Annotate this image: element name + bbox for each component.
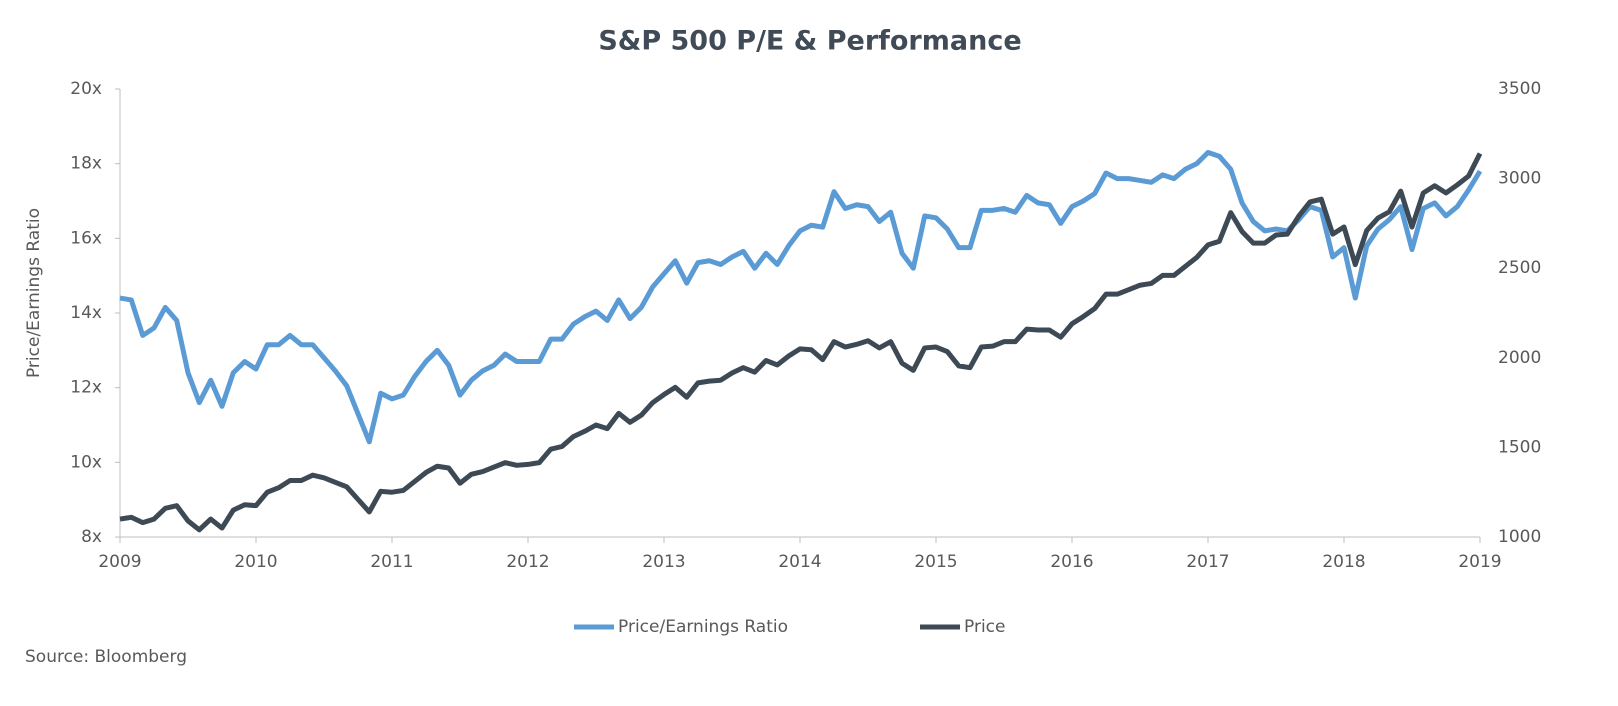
series-line <box>119 152 1483 533</box>
x-tick-label: 2013 <box>642 552 685 572</box>
series-line <box>119 149 1483 445</box>
source-note: Source: Bloomberg <box>25 647 187 667</box>
legend-label: Price/Earnings Ratio <box>618 617 788 637</box>
y-tick-label: 14x <box>70 303 102 323</box>
x-tick-label: 2012 <box>506 552 549 572</box>
x-tick-label: 2016 <box>1050 552 1093 572</box>
y-tick-label: 10x <box>70 452 102 472</box>
x-tick-label: 2011 <box>370 552 413 572</box>
y-tick-label: 18x <box>70 154 102 174</box>
x-tick-label: 2015 <box>914 552 957 572</box>
x-tick-label: 2019 <box>1458 552 1501 572</box>
y-tick-label: 16x <box>70 228 102 248</box>
y2-tick-label: 3000 <box>1498 169 1541 189</box>
y2-tick-label: 2000 <box>1498 348 1541 368</box>
x-tick-label: 2009 <box>98 552 141 572</box>
chart-title: S&P 500 P/E & Performance <box>598 26 1021 57</box>
x-tick-label: 2017 <box>1186 552 1229 572</box>
y-tick-label: 12x <box>70 378 102 398</box>
y-tick-label: 8x <box>81 527 102 547</box>
y-tick-label: 20x <box>70 79 102 99</box>
y2-tick-label: 1000 <box>1498 527 1541 547</box>
x-tick-label: 2018 <box>1322 552 1365 572</box>
x-tick-label: 2010 <box>234 552 277 572</box>
legend-label: Price <box>964 617 1005 637</box>
y2-tick-label: 3500 <box>1498 79 1541 99</box>
y2-tick-label: 1500 <box>1498 437 1541 457</box>
y-axis-label: Price/Earnings Ratio <box>24 208 44 378</box>
y2-tick-label: 2500 <box>1498 258 1541 278</box>
x-tick-label: 2014 <box>778 552 821 572</box>
